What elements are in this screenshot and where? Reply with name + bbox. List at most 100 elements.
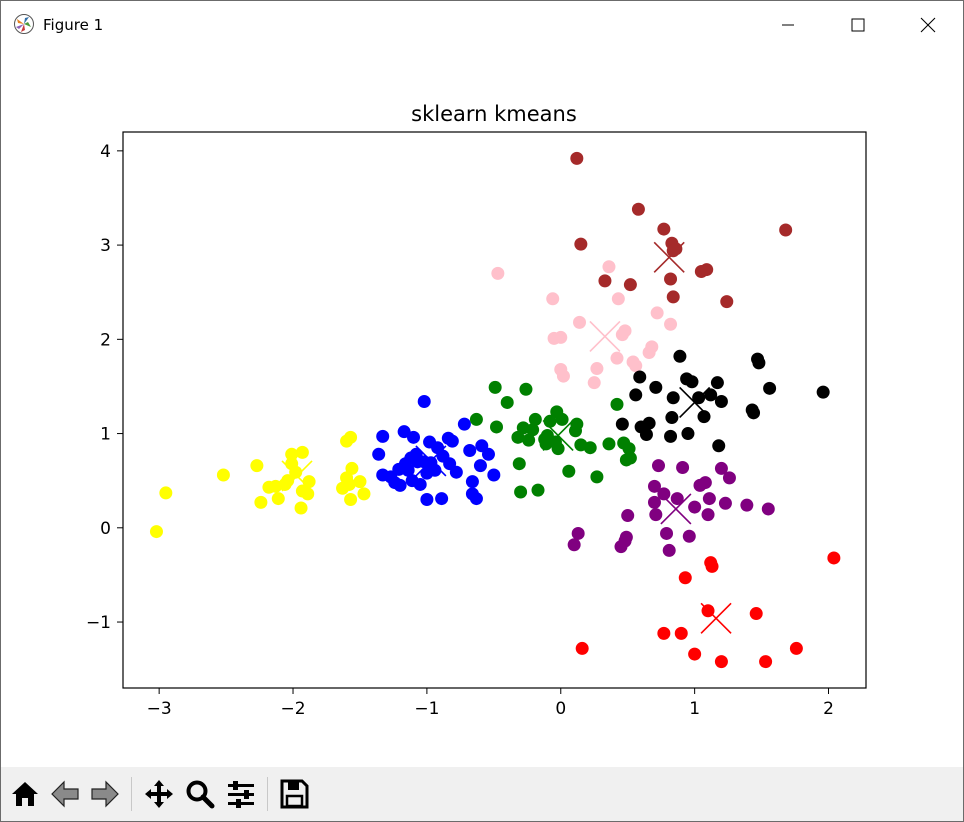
data-point (469, 492, 483, 506)
data-point (779, 223, 793, 237)
data-point (531, 483, 545, 497)
data-point (759, 655, 773, 669)
data-point (816, 385, 830, 399)
data-point (698, 476, 712, 490)
x-tick-label: −1 (414, 699, 439, 719)
data-point (491, 266, 505, 280)
data-point (657, 626, 671, 640)
data-point (649, 380, 663, 394)
data-point (650, 306, 664, 320)
forward-button[interactable] (87, 775, 123, 813)
data-point (678, 571, 692, 585)
save-button[interactable] (276, 775, 312, 813)
data-point (289, 465, 303, 479)
data-point (511, 430, 525, 444)
data-point (574, 237, 588, 251)
y-tick-label: −1 (86, 613, 111, 633)
home-icon (12, 782, 38, 806)
data-point (629, 359, 643, 373)
chart-marks (149, 151, 841, 669)
data-point (353, 475, 367, 489)
data-point (488, 380, 502, 394)
data-point (344, 430, 358, 444)
x-tick-label: 0 (555, 699, 566, 719)
window-title: Figure 1 (43, 16, 104, 34)
data-point (514, 485, 528, 499)
data-point (649, 508, 663, 522)
data-point (372, 447, 386, 461)
data-point (664, 317, 678, 331)
zoom-button[interactable] (182, 775, 218, 813)
data-point (512, 457, 526, 471)
x-tick-label: −3 (147, 699, 172, 719)
centroid-stroke (660, 493, 692, 525)
data-point (469, 412, 483, 426)
data-point (554, 330, 568, 344)
data-point (449, 465, 463, 479)
data-point (673, 349, 687, 363)
data-point (551, 442, 565, 456)
data-point (619, 530, 633, 544)
data-point (473, 459, 487, 473)
plot-area: sklearn kmeans −3 −2 −1 0 1 2 −1 0 1 2 3 4 (1, 49, 963, 767)
toolbar-separator (131, 777, 132, 811)
close-button[interactable] (893, 1, 963, 49)
data-point (571, 526, 585, 540)
maximize-button[interactable] (823, 1, 893, 49)
minimize-button[interactable] (753, 1, 823, 49)
title-bar[interactable]: Figure 1 (1, 1, 963, 49)
data-point (481, 447, 495, 461)
data-point (714, 461, 728, 475)
back-button[interactable] (47, 775, 83, 813)
data-point (357, 487, 371, 501)
configure-subplots-button[interactable] (223, 775, 259, 813)
data-point (714, 655, 728, 669)
data-point (789, 641, 803, 655)
forward-arrow-icon (91, 780, 119, 808)
data-point (704, 388, 718, 402)
centroid-marker (281, 460, 313, 492)
data-point (562, 464, 576, 478)
centroid-stroke (542, 419, 574, 452)
home-button[interactable] (7, 775, 43, 813)
data-point (295, 445, 309, 459)
data-point (526, 423, 540, 437)
data-point (490, 420, 504, 434)
x-tick-label: 1 (689, 699, 700, 719)
data-point (647, 495, 661, 509)
data-point (752, 356, 766, 370)
data-point (662, 543, 676, 557)
data-point (546, 292, 560, 306)
data-point (623, 451, 637, 465)
data-point (631, 202, 645, 216)
data-point (556, 369, 570, 383)
pan-button[interactable] (141, 775, 177, 813)
data-point (621, 509, 635, 523)
data-point (555, 412, 569, 426)
data-point (827, 551, 841, 565)
data-point (761, 502, 775, 516)
data-point (722, 471, 736, 485)
data-point (301, 487, 315, 501)
data-point (629, 388, 643, 402)
y-tick-label: 2 (100, 330, 111, 350)
y-tick-label: 1 (100, 425, 111, 445)
chart-axes: −3 −2 −1 0 1 2 −1 0 1 2 3 4 (86, 131, 867, 719)
data-point (285, 447, 299, 461)
data-point (647, 479, 661, 493)
data-point (254, 495, 268, 509)
data-point (393, 478, 407, 492)
data-point (465, 475, 479, 489)
data-point (345, 461, 359, 475)
data-point (657, 222, 671, 236)
data-point (669, 242, 683, 256)
data-point (250, 459, 264, 473)
data-point (570, 151, 584, 165)
data-point (747, 406, 761, 420)
centroid-stroke (679, 386, 711, 419)
data-point (657, 487, 671, 501)
data-point (519, 382, 533, 396)
data-point (435, 492, 449, 506)
data-point (618, 324, 632, 338)
